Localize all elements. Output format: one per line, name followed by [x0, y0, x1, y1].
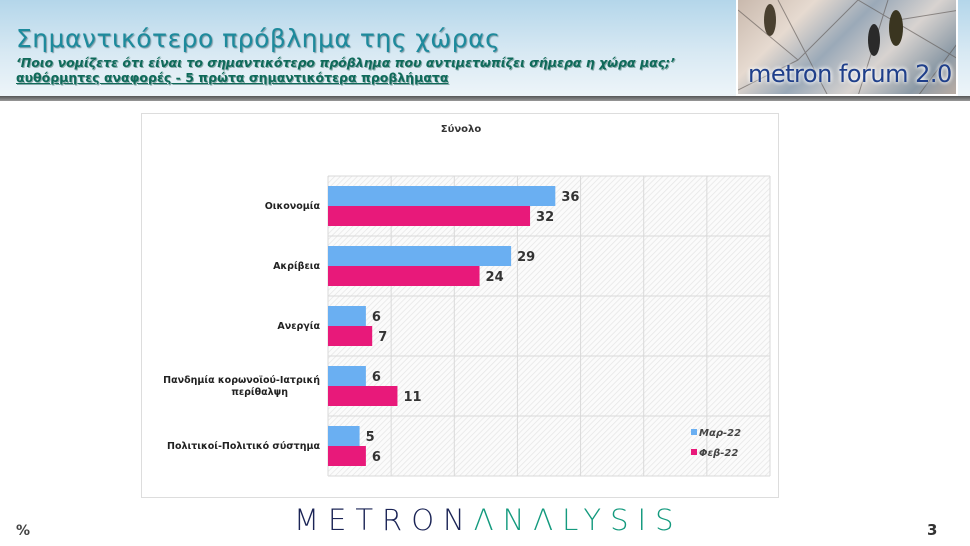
bar-feb [328, 326, 373, 346]
bar-mar [328, 246, 512, 266]
bar-mar [328, 366, 366, 386]
bar-mar [328, 426, 360, 446]
metron-analysis-logo: METRONΛNΛLYSIS [294, 503, 683, 537]
data-label: 36 [561, 190, 579, 205]
survey-question: ‘Ποιο νομίζετε ότι είναι το σημαντικότερ… [16, 55, 675, 70]
page-number: 3 [927, 521, 938, 539]
category-label: Ακρίβεια [273, 261, 320, 272]
category-label: Πανδημία κορωνοϊού-Ιατρική περίθαλψη [163, 375, 320, 398]
category-label: Οικονομία [265, 201, 321, 212]
legend-swatch [691, 429, 697, 435]
data-label: 6 [372, 450, 381, 465]
logo-photo-pattern [738, 0, 956, 94]
bar-mar [328, 186, 556, 206]
bar-mar [328, 306, 366, 326]
logo-analysis: ΛNΛLYSIS [473, 503, 683, 537]
bar-chart: Σύνολο Οικονομία 36 32 Ακρίβεια 29 24 Ανεργία 6… [163, 123, 771, 477]
data-label: 32 [536, 210, 554, 225]
data-label: 29 [517, 250, 535, 265]
bar-feb [328, 386, 398, 406]
data-label: 5 [366, 430, 375, 445]
bar-feb [328, 266, 480, 286]
bar-feb [328, 206, 531, 226]
category-label: Ανεργία [277, 321, 320, 332]
page-title: Σημαντικότερο πρόβλημα της χώρας [16, 24, 501, 53]
legend-swatch [691, 449, 697, 455]
data-label: 11 [403, 390, 421, 405]
survey-note: αυθόρμητες αναφορές - 5 πρώτα σημαντικότ… [16, 70, 449, 85]
category-label: Πολιτικοί-Πολιτικό σύστημα [167, 441, 320, 452]
metron-forum-logo: metron forum 2.0 [736, 0, 958, 96]
data-label: 24 [486, 270, 504, 285]
data-label: 6 [372, 370, 381, 385]
unit-label: % [16, 523, 31, 539]
chart-container: Σύνολο Οικονομία 36 32 Ακρίβεια 29 24 Ανεργία 6… [141, 113, 779, 498]
data-label: 7 [378, 330, 387, 345]
logo-forum-text: metron forum 2.0 [748, 60, 952, 88]
bar-feb [328, 446, 366, 466]
data-label: 6 [372, 310, 381, 325]
legend-label: Φεβ-22 [699, 448, 738, 459]
chart-title: Σύνολο [441, 123, 482, 135]
header-divider [0, 96, 970, 101]
legend-label: Μαρ-22 [699, 428, 741, 439]
logo-metron: METRON [294, 503, 474, 537]
